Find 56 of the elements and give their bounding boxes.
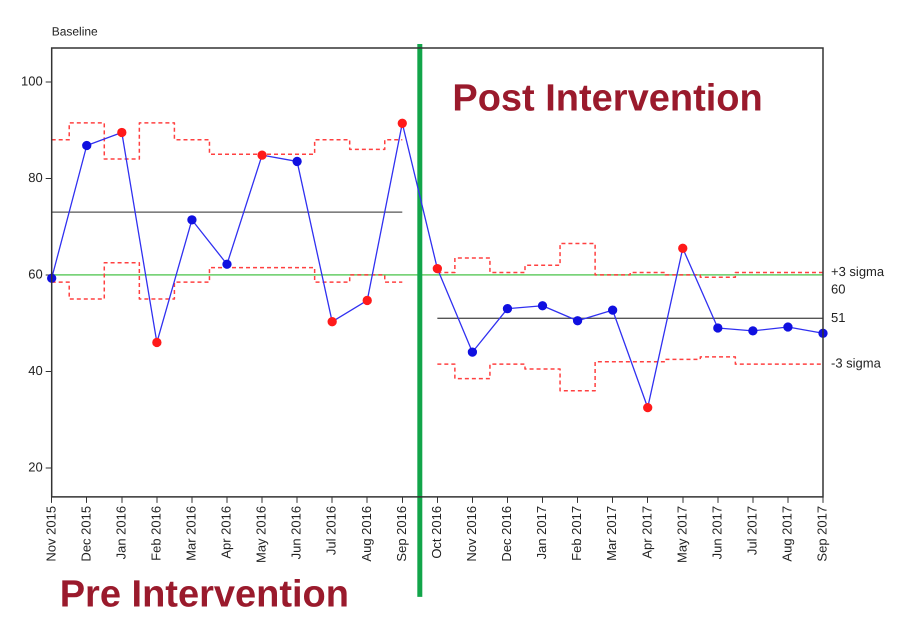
x-tick-label: Dec 2016 [499,506,514,562]
x-tick-label: Jul 2016 [324,506,339,556]
point [152,338,162,348]
point [608,305,618,315]
y-tick-label: 40 [28,362,43,378]
x-tick-label: Sep 2016 [394,506,409,562]
x-tick-label: Aug 2016 [358,506,374,562]
x-tick-label: Jun 2016 [288,506,304,560]
point [362,296,372,306]
x-tick-label: May 2016 [254,506,269,564]
point [572,316,582,326]
y-tick-label: 100 [20,73,43,88]
point [468,347,478,357]
point [82,140,92,150]
text: Pre Intervention [60,573,349,616]
annotation: 60 [831,281,846,296]
annotation: 51 [831,310,846,325]
y-tick-label: 80 [28,170,43,185]
point [292,156,302,166]
point [117,128,126,138]
x-tick-label: Mar 2016 [184,506,199,561]
x-tick-label: Jul 2017 [744,506,760,556]
point [678,244,688,253]
x-tick-label: Nov 2016 [464,506,479,562]
annotation: Post Intervention [452,77,763,120]
x-tick-label: May 2017 [674,506,690,564]
point [432,264,442,274]
point [713,323,722,333]
point [783,322,793,332]
y-tick-label: 60 [28,266,43,282]
point [257,150,267,160]
x-tick-label: Oct 2016 [428,506,444,559]
text: Baseline [52,24,98,38]
point [187,215,197,224]
annotation: +3 sigma [831,264,885,280]
x-tick-label: Jun 2017 [709,506,724,560]
point [502,304,512,314]
x-tick-label: Jan 2016 [113,506,128,560]
x-tick-label: Mar 2017 [604,506,620,561]
point [222,260,232,269]
x-tick-label: Aug 2017 [780,506,795,562]
point [398,118,407,128]
x-tick-label: Apr 2017 [639,506,654,559]
x-tick-label: Sep 2017 [814,506,830,562]
point [538,301,548,310]
x-tick-label: Jan 2017 [534,506,550,560]
x-tick-label: Nov 2015 [43,506,58,562]
y-tick-label: 20 [28,460,43,475]
point [328,317,337,326]
x-tick-label: Apr 2016 [218,506,234,559]
x-tick-label: Feb 2016 [148,506,164,561]
x-tick-label: Dec 2015 [78,506,94,562]
point [748,326,758,336]
point [643,402,652,412]
annotation: -3 sigma [831,356,882,371]
x-tick-label: Feb 2017 [569,506,584,561]
